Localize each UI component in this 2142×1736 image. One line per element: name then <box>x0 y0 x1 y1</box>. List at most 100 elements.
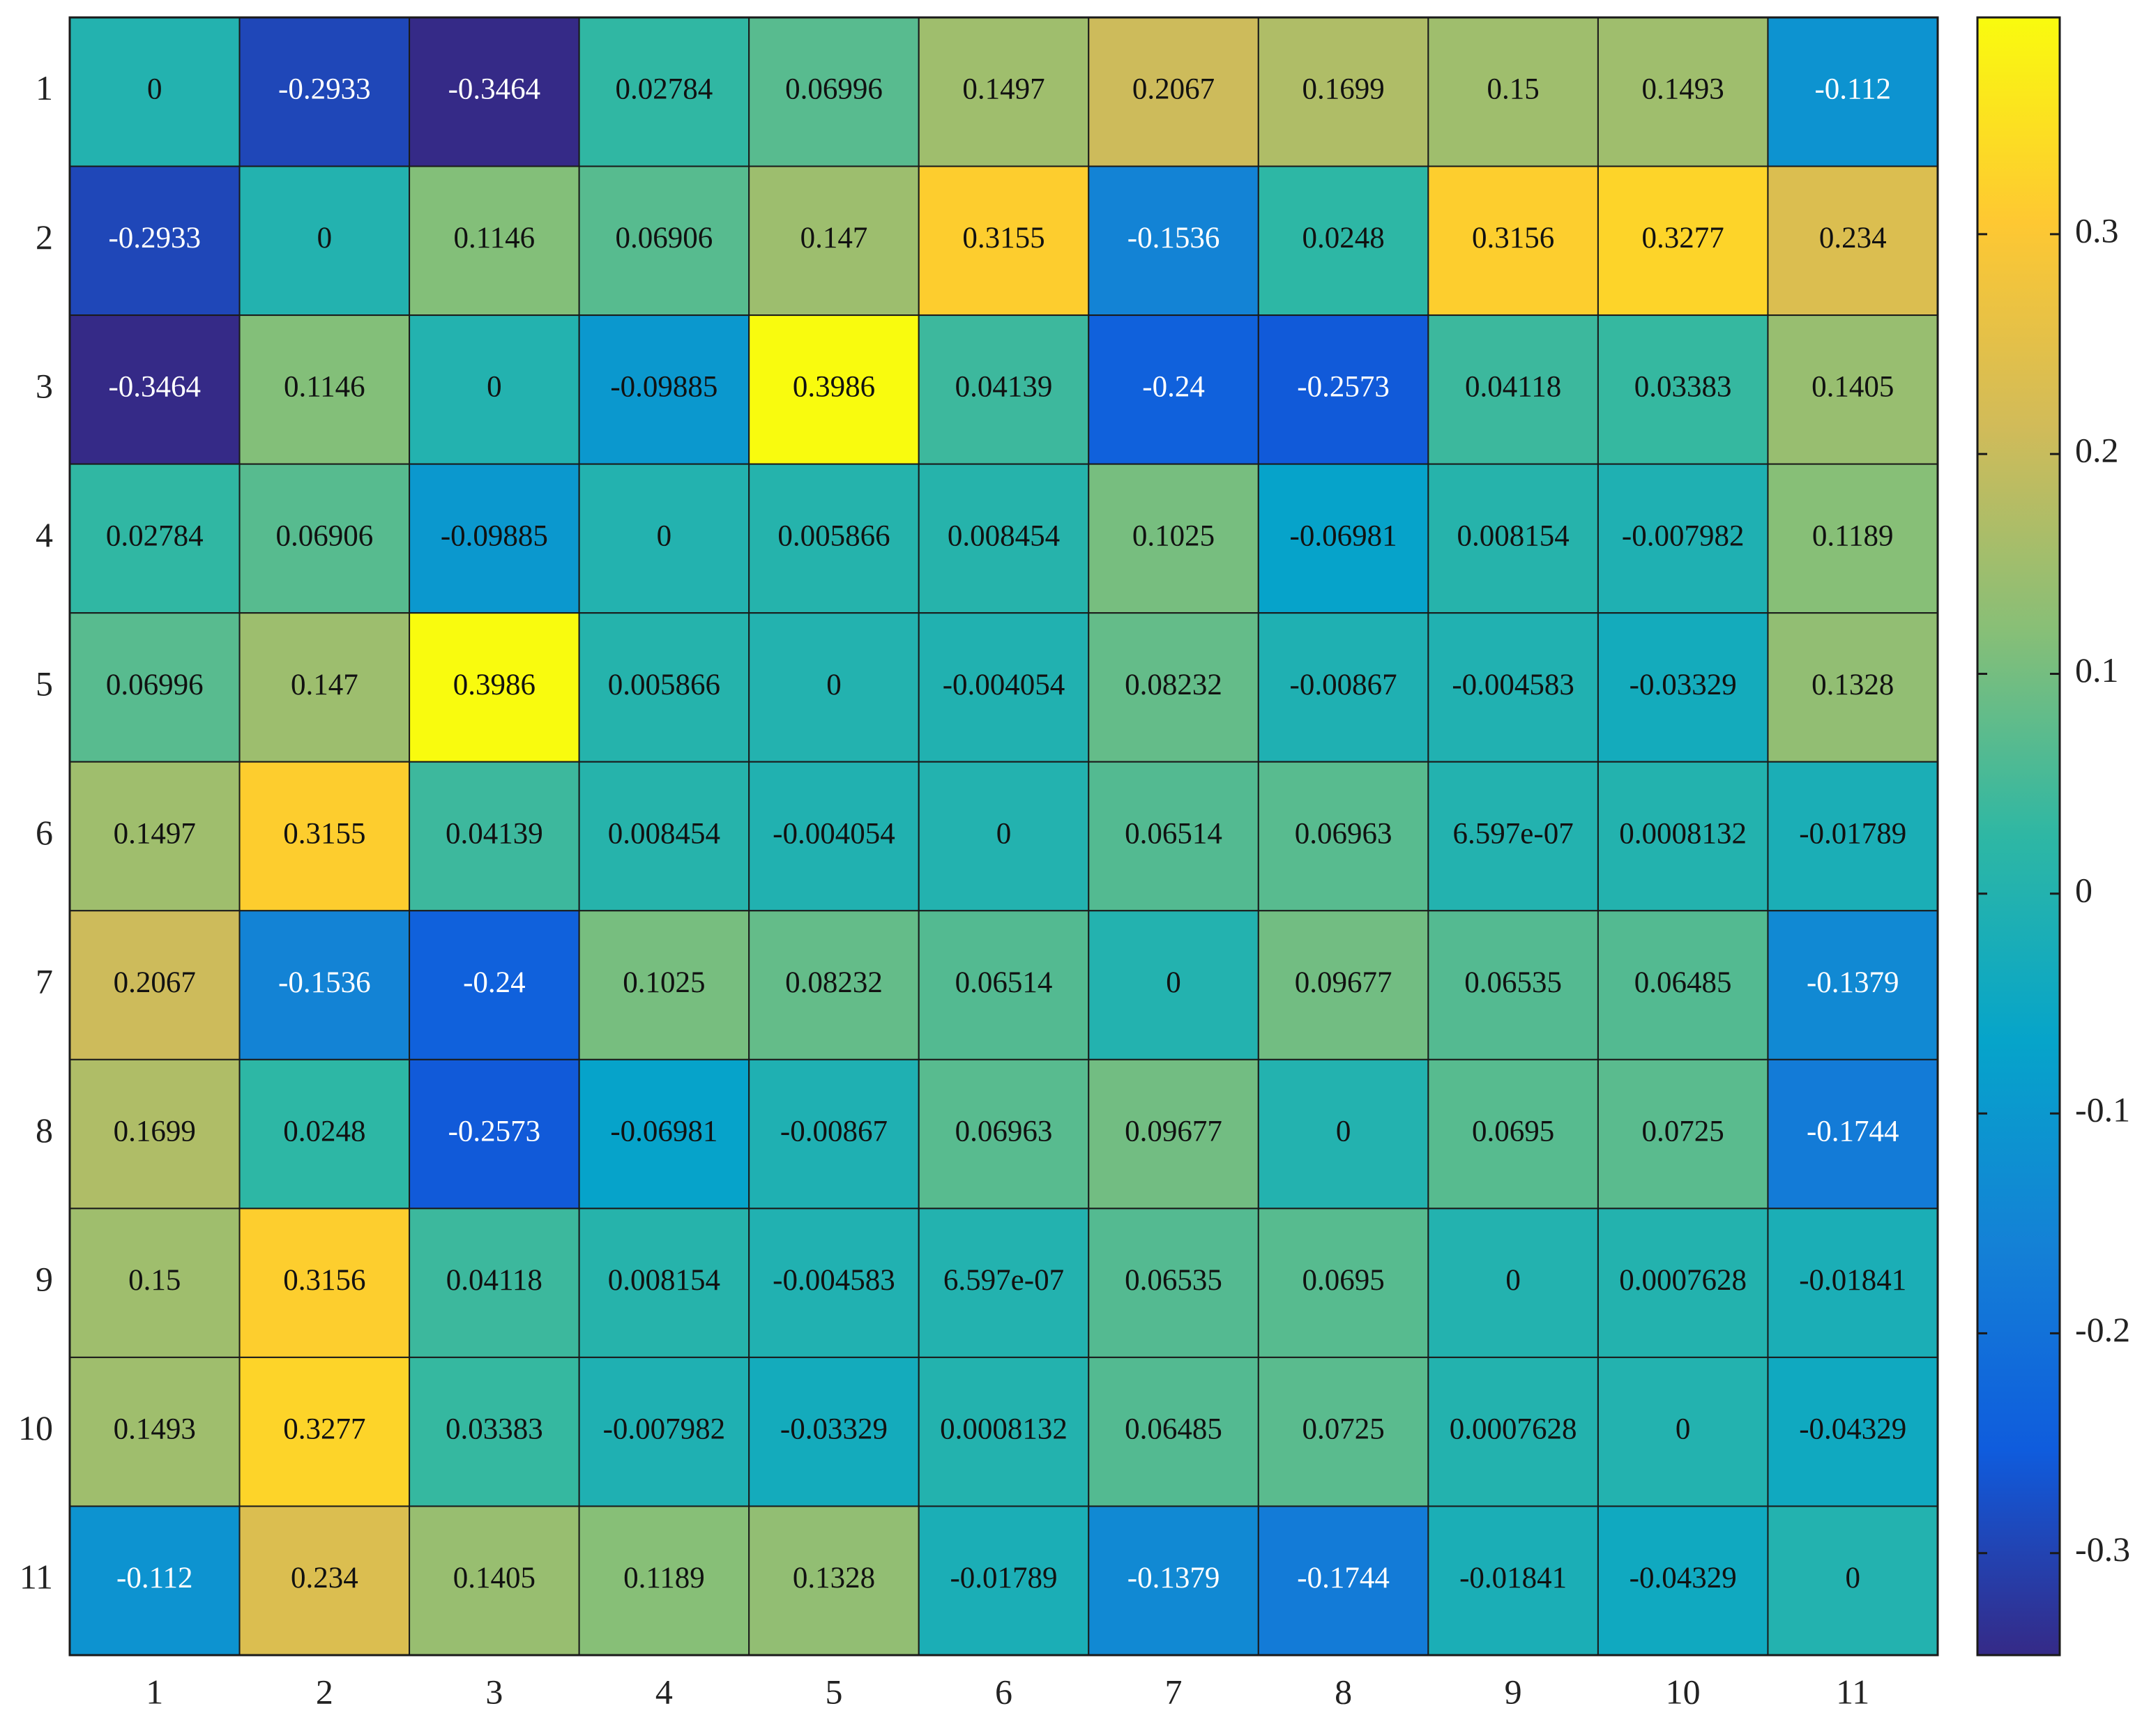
colorbar-tick-label: -0.3 <box>2075 1530 2130 1569</box>
cell-label: -0.2933 <box>108 222 201 254</box>
colorbar-tick-label: -0.2 <box>2075 1310 2130 1349</box>
cell <box>918 910 1090 1060</box>
cell <box>1597 165 1769 317</box>
cell-label: 0.0008132 <box>1619 817 1747 850</box>
cell-label: 0.2067 <box>1132 73 1215 106</box>
y-tick-label: 1 <box>36 68 53 107</box>
cell <box>918 1505 1090 1657</box>
cell <box>1767 165 1939 317</box>
cell <box>69 761 241 912</box>
cell <box>1597 910 1769 1060</box>
cell-label: 0.1699 <box>1302 73 1384 106</box>
cell <box>1257 1505 1429 1657</box>
cell-label: -0.01841 <box>1799 1264 1906 1297</box>
cell-label: 0.03383 <box>446 1413 543 1446</box>
cell-label: -0.04329 <box>1630 1562 1737 1594</box>
cell-label: -0.007982 <box>1622 519 1745 552</box>
cell-label: 0.04118 <box>446 1264 542 1297</box>
y-tick-label: 4 <box>36 515 53 554</box>
cell-label: 0.3155 <box>283 817 365 850</box>
cell <box>1767 1208 1939 1358</box>
cell <box>1597 1058 1769 1210</box>
cell <box>748 165 920 317</box>
cell <box>1088 314 1259 465</box>
cell-label: -0.2573 <box>1297 371 1390 404</box>
cell <box>69 165 241 317</box>
cell <box>918 1058 1090 1210</box>
y-tick-label: 7 <box>36 962 53 1001</box>
cell-label: 0.06485 <box>1125 1413 1222 1446</box>
cell <box>918 165 1090 317</box>
cell <box>69 1356 241 1507</box>
x-tick-label: 3 <box>485 1672 503 1711</box>
cell-label: -0.00867 <box>780 1115 888 1148</box>
cell-label: -0.1744 <box>1807 1115 1899 1148</box>
colorbar-tick-label: 0.1 <box>2075 650 2119 690</box>
cell <box>578 1356 750 1507</box>
cell <box>409 463 580 614</box>
cell-label: 0.1146 <box>454 222 536 254</box>
cell <box>748 1058 920 1210</box>
cell-label: -0.112 <box>1814 73 1890 106</box>
cell <box>409 314 580 465</box>
cell-label: 0 <box>487 371 502 404</box>
cell-label: -0.004054 <box>943 669 1065 701</box>
cell <box>238 1058 411 1210</box>
cell <box>918 761 1090 912</box>
cell-label: 0.0248 <box>1302 222 1384 254</box>
cell <box>1597 17 1769 167</box>
cell-label: 0 <box>317 222 333 254</box>
cell-label: 0.04139 <box>955 371 1053 404</box>
cell <box>1767 612 1939 763</box>
colorbar-tick-label: 0 <box>2075 870 2092 909</box>
cell-label: 0.008454 <box>608 817 720 850</box>
cell <box>918 1208 1090 1358</box>
cell <box>238 463 411 614</box>
cell-label: 0.3156 <box>283 1264 365 1297</box>
cell-label: 0.1025 <box>1132 519 1215 552</box>
cell-label: 0.3156 <box>1472 222 1554 254</box>
cell-label: 0 <box>826 669 842 701</box>
cell-label: 0.2067 <box>114 966 196 999</box>
cell <box>1088 1208 1259 1358</box>
cell-label: 0.1493 <box>1642 73 1724 106</box>
cell <box>1088 1356 1259 1507</box>
x-tick-label: 6 <box>995 1672 1012 1711</box>
cell-label: -0.06981 <box>1290 519 1397 552</box>
cell-label: -0.1536 <box>278 966 371 999</box>
cell <box>748 17 920 167</box>
cell <box>1427 1505 1599 1657</box>
cell-label: 0.02784 <box>106 519 204 552</box>
cell-label: 0.1025 <box>623 966 705 999</box>
cell <box>238 165 411 317</box>
cell <box>1257 910 1429 1060</box>
cell-label: 0.06996 <box>785 73 883 106</box>
cell <box>1427 1208 1599 1358</box>
cell-label: 0.0725 <box>1302 1413 1384 1446</box>
colorbar-tick-label: -0.1 <box>2075 1090 2130 1129</box>
cell-label: -0.24 <box>1142 371 1205 404</box>
cell <box>748 612 920 763</box>
cell-label: 0.1146 <box>284 371 365 404</box>
cell-label: 0.06514 <box>1125 817 1222 850</box>
cell-label: 0.008454 <box>948 519 1060 552</box>
cell <box>1427 1356 1599 1507</box>
y-tick-label: 10 <box>18 1408 53 1447</box>
cell <box>1427 165 1599 317</box>
cell-label: 0.3155 <box>962 222 1045 254</box>
cell-label: 0.08232 <box>785 966 883 999</box>
cell-label: 0.0007628 <box>1619 1264 1747 1297</box>
x-tick-label: 8 <box>1335 1672 1352 1711</box>
cell-label: 0.09677 <box>1295 966 1392 999</box>
cell <box>1257 1208 1429 1358</box>
cell-label: 0.0248 <box>283 1115 365 1148</box>
cell-label: -0.007982 <box>603 1413 726 1446</box>
cell <box>1088 910 1259 1060</box>
cell <box>748 1356 920 1507</box>
cell <box>578 1058 750 1210</box>
cell-label: 0.147 <box>800 222 868 254</box>
cell-label: 0 <box>657 519 672 552</box>
y-tick-label: 11 <box>20 1558 53 1597</box>
cell-label: 0.06906 <box>616 222 713 254</box>
